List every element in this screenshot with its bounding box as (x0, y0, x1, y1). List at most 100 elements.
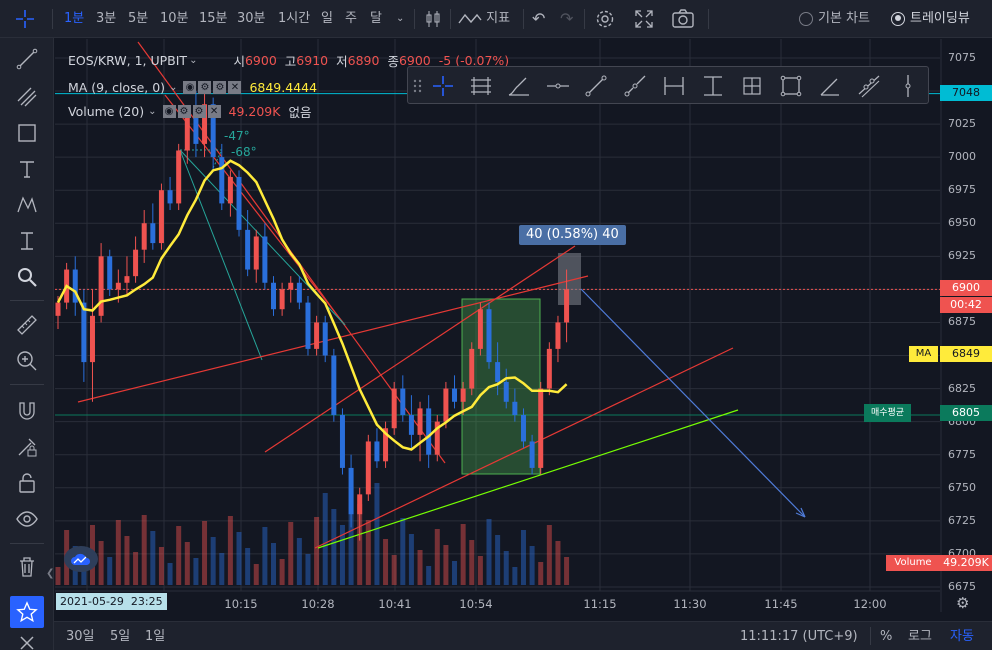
candle-body (374, 441, 380, 462)
ma-label[interactable]: MA (9, close, 0) (68, 79, 166, 95)
date-price-range-tool-icon[interactable] (735, 71, 769, 101)
pitchfork-tool-icon[interactable] (10, 82, 44, 112)
scroll-left-icon[interactable]: ❮ (46, 568, 55, 579)
parallel-channel-tool-icon[interactable] (852, 71, 886, 101)
eye-icon[interactable]: ◉ (183, 80, 197, 94)
crosshair-tool-icon[interactable] (10, 14, 44, 44)
ma-legend: MA (9, close, 0) ⌄ ◉ ⚙ ⚙ ✕ 6849.4444 (68, 77, 317, 97)
log-scale-button[interactable]: 로그 (908, 629, 932, 644)
close-icon[interactable] (10, 628, 44, 650)
chevron-down-icon[interactable]: ⌄ (148, 105, 157, 117)
price-tick: 7075 (948, 50, 976, 64)
interval-tab-6[interactable]: 1시간 (278, 11, 311, 26)
price-range-tool-icon[interactable] (696, 71, 730, 101)
candle-type-icon[interactable] (422, 0, 444, 38)
fib-tool-icon[interactable] (464, 71, 498, 101)
gear-icon[interactable]: ⚙ (213, 80, 227, 94)
volume-bar (357, 504, 363, 585)
zoom-tool-icon[interactable] (10, 262, 44, 292)
chevron-down-icon[interactable]: ⌄ (396, 13, 405, 24)
candle-body (184, 117, 190, 151)
close-icon[interactable]: ✕ (207, 104, 221, 118)
camera-icon[interactable] (671, 0, 695, 38)
trendline-tool-icon[interactable] (10, 44, 44, 74)
auto-scale-button[interactable]: 자동 (950, 629, 974, 644)
vertical-line-tool-icon[interactable] (891, 71, 925, 101)
volume-bar (167, 563, 173, 585)
percent-scale-button[interactable]: % (880, 629, 893, 644)
crosshair-menu-icon[interactable] (14, 0, 38, 38)
volume-bar (400, 518, 406, 585)
candle-body (262, 236, 268, 283)
price-line-7048-label: 7048 (940, 85, 992, 101)
candle-body (296, 282, 302, 303)
eye-icon[interactable] (10, 504, 44, 534)
volume-bar (296, 538, 302, 585)
measure-tool-icon[interactable] (10, 226, 44, 256)
interval-tab-5[interactable]: 30분 (237, 11, 266, 26)
fullscreen-icon[interactable] (633, 0, 655, 38)
volume-bar (98, 541, 104, 585)
interval-tab-0[interactable]: 1분 (64, 11, 85, 26)
tradingview-chart-radio[interactable]: 트레이딩뷰 (891, 0, 970, 38)
date-range-tool-icon[interactable] (657, 71, 691, 101)
settings-gear-icon[interactable]: ⚙ (956, 594, 970, 612)
red-channel-top (77, 275, 589, 403)
candle-body (72, 269, 78, 303)
favorite-star-icon[interactable] (10, 596, 44, 628)
symbol-name[interactable]: EOS/KRW, 1, UPBIT (68, 52, 188, 68)
volume-label[interactable]: Volume (20) (68, 103, 145, 119)
range-30d-button[interactable]: 30일 (66, 629, 95, 644)
interval-tab-9[interactable]: 달 (370, 11, 382, 26)
lock-drawing-icon[interactable] (10, 432, 44, 462)
eye-icon[interactable]: ◉ (162, 104, 176, 118)
pattern-tool-icon[interactable] (10, 190, 44, 220)
range-5d-button[interactable]: 5일 (110, 629, 131, 644)
interval-tab-1[interactable]: 3분 (96, 11, 117, 26)
chevron-down-icon[interactable]: ⌄ (169, 81, 178, 93)
indicators-button[interactable]: 지표 (458, 0, 510, 38)
cloud-chart-icon[interactable] (64, 546, 98, 572)
volume-bar (365, 520, 371, 585)
clock-timezone[interactable]: 11:11:17 (UTC+9) (740, 629, 858, 644)
rectangle-tool-icon[interactable] (10, 118, 44, 148)
candles (55, 91, 570, 541)
text-tool-icon[interactable] (10, 154, 44, 184)
brush-tool-icon[interactable] (502, 71, 536, 101)
gear-icon[interactable] (594, 0, 616, 38)
gear-icon[interactable]: ⚙ (192, 104, 206, 118)
ruler-icon[interactable] (10, 310, 44, 340)
angle-tool-icon[interactable] (813, 71, 847, 101)
volume-bar (520, 530, 526, 585)
candle-body (400, 388, 406, 416)
candle-body (279, 289, 285, 310)
horizontal-line-tool-icon[interactable] (541, 71, 575, 101)
interval-tab-2[interactable]: 5분 (128, 11, 149, 26)
rectangle-tool-icon[interactable] (774, 71, 808, 101)
basic-chart-radio[interactable]: 기본 차트 (799, 0, 870, 38)
drag-handle-icon[interactable] (411, 71, 425, 101)
zoom-in-icon[interactable] (10, 346, 44, 376)
gear-icon[interactable]: ⚙ (198, 80, 212, 94)
interval-tab-7[interactable]: 일 (321, 11, 333, 26)
gear-icon[interactable]: ⚙ (177, 104, 191, 118)
trash-icon[interactable] (10, 552, 44, 582)
volume-bar (314, 517, 320, 585)
interval-tab-8[interactable]: 주 (345, 11, 357, 26)
lock-icon[interactable] (10, 468, 44, 498)
candle-body (365, 441, 371, 495)
trendline-tool-icon[interactable] (579, 71, 613, 101)
candle-body (133, 249, 139, 277)
magnet-icon[interactable] (10, 396, 44, 426)
range-1d-button[interactable]: 1일 (145, 629, 166, 644)
interval-tab-4[interactable]: 15분 (199, 11, 228, 26)
chevron-down-icon[interactable]: ⌄ (189, 54, 198, 66)
ray-tool-icon[interactable] (618, 71, 652, 101)
interval-tab-3[interactable]: 10분 (160, 11, 189, 26)
crosshair-tool-icon[interactable] (426, 71, 460, 101)
redo-icon[interactable]: ↷ (560, 9, 574, 28)
volume-bar (81, 562, 87, 585)
undo-icon[interactable]: ↶ (532, 9, 546, 28)
close-icon[interactable]: ✕ (228, 80, 242, 94)
